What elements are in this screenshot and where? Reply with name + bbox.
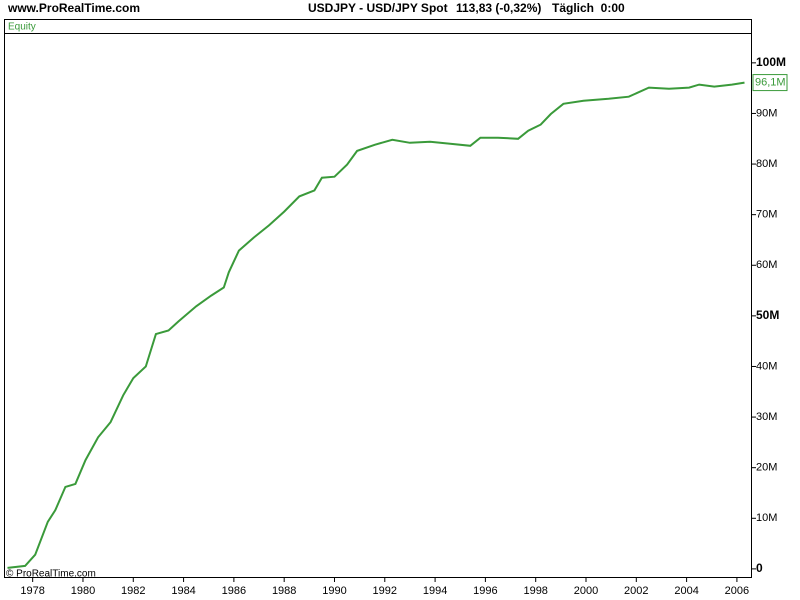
last-value-label: 96,1M [755,76,786,88]
instrument: USDJPY - USD/JPY Spot [308,1,448,15]
y-tick-label: 90M [756,107,777,119]
x-tick-label: 1998 [523,585,547,597]
x-tick-label: 2002 [624,585,648,597]
quote: 113,83 (-0,32%) [456,1,541,15]
y-tick-label: 60M [756,259,777,271]
y-tick-label: 20M [756,462,777,474]
x-tick-label: 1994 [423,585,447,597]
equity-line [7,81,745,569]
period: Täglich 0:00 [552,1,625,15]
site: www.ProRealTime.com [7,1,140,15]
x-tick-label: 2006 [725,585,749,597]
footer: © ProRealTime.com [6,569,96,580]
panel-title: Equity [8,22,36,33]
x-tick-label: 1986 [222,585,246,597]
y-tick-label: 50M [756,308,779,322]
x-tick-label: 1980 [71,585,95,597]
y-tick-label: 40M [756,360,777,372]
x-tick-label: 1978 [20,585,44,597]
x-tick-label: 1984 [171,585,195,597]
y-tick-label: 10M [756,512,777,524]
y-tick-label: 0 [756,561,763,575]
x-tick-label: 1990 [322,585,346,597]
panel-border [4,19,752,578]
last-value-box [752,74,788,92]
x-tick-label: 1988 [272,585,296,597]
x-tick-label: 1996 [473,585,497,597]
y-tick-label: 30M [756,411,777,423]
y-tick-label: 100M [756,55,786,69]
x-tick-label: 1982 [121,585,145,597]
x-tick-label: 1992 [373,585,397,597]
x-tick-label: 2000 [574,585,598,597]
y-tick-label: 80M [756,158,777,170]
y-tick-label: 70M [756,209,777,221]
x-tick-label: 2004 [674,585,698,597]
